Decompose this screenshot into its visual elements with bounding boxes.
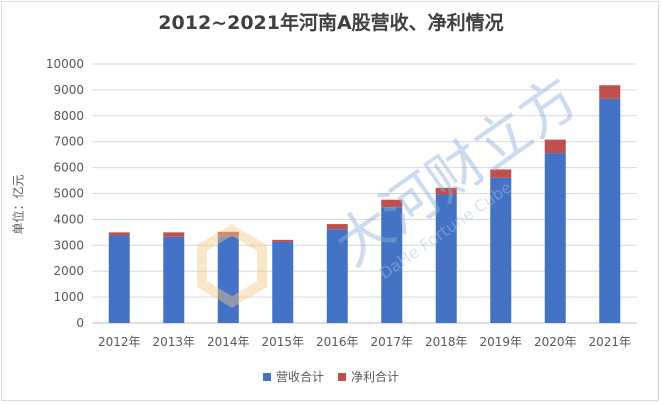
y-tick-label: 7000 <box>53 135 84 149</box>
y-tick-label: 1000 <box>53 290 84 304</box>
y-tick-label: 2000 <box>53 264 84 278</box>
bar-revenue <box>108 235 130 323</box>
chart-title: 2012~2021年河南A股营收、净利情况 <box>158 12 504 34</box>
legend-swatch <box>338 372 346 381</box>
x-tick-label: 2015年 <box>261 335 304 349</box>
x-tick-label: 2012年 <box>98 335 141 349</box>
bar-revenue <box>381 207 403 323</box>
bar-revenue <box>163 236 185 323</box>
bar-revenue <box>217 236 239 323</box>
bar-revenue <box>544 153 566 323</box>
y-tick-label: 4000 <box>53 212 84 226</box>
bar-net-profit <box>599 85 621 99</box>
x-tick-label: 2013年 <box>152 335 195 349</box>
bar-net-profit <box>435 187 457 195</box>
legend-entry: 营收合计 <box>262 368 324 385</box>
legend-label: 营收合计 <box>275 370 324 384</box>
bar-revenue <box>272 241 294 323</box>
legend-entry: 净利合计 <box>338 368 399 385</box>
y-tick-label: 5000 <box>53 187 84 201</box>
y-tick-label: 10000 <box>46 57 84 71</box>
bar-net-profit <box>544 139 566 154</box>
x-tick-label: 2020年 <box>534 335 577 349</box>
x-tick-label: 2017年 <box>370 335 413 349</box>
x-tick-label: 2016年 <box>316 335 359 349</box>
y-tick-label: 9000 <box>53 83 84 97</box>
bar-revenue <box>490 177 512 323</box>
chart-legend: 营收合计 净利合计 <box>0 368 662 385</box>
bar-revenue <box>599 98 621 324</box>
x-tick-label: 2021年 <box>588 335 631 349</box>
bar-net-profit <box>381 199 403 208</box>
bar-net-profit <box>217 231 239 237</box>
bar-net-profit <box>490 169 512 178</box>
y-tick-label: 0 <box>76 316 84 330</box>
legend-label: 净利合计 <box>351 370 400 384</box>
legend-swatch <box>262 372 271 381</box>
x-tick-label: 2019年 <box>479 335 522 349</box>
x-tick-label: 2014年 <box>207 335 250 349</box>
bar-net-profit <box>108 232 130 236</box>
y-tick-label: 6000 <box>53 161 84 175</box>
bar-revenue <box>326 229 348 323</box>
y-tick-label: 3000 <box>53 238 84 252</box>
bar-net-profit <box>326 224 348 230</box>
y-tick-label: 8000 <box>53 109 84 123</box>
bar-net-profit <box>272 239 294 242</box>
x-tick-label: 2018年 <box>425 335 468 349</box>
bar-net-profit <box>163 232 185 237</box>
bar-revenue <box>435 194 457 323</box>
